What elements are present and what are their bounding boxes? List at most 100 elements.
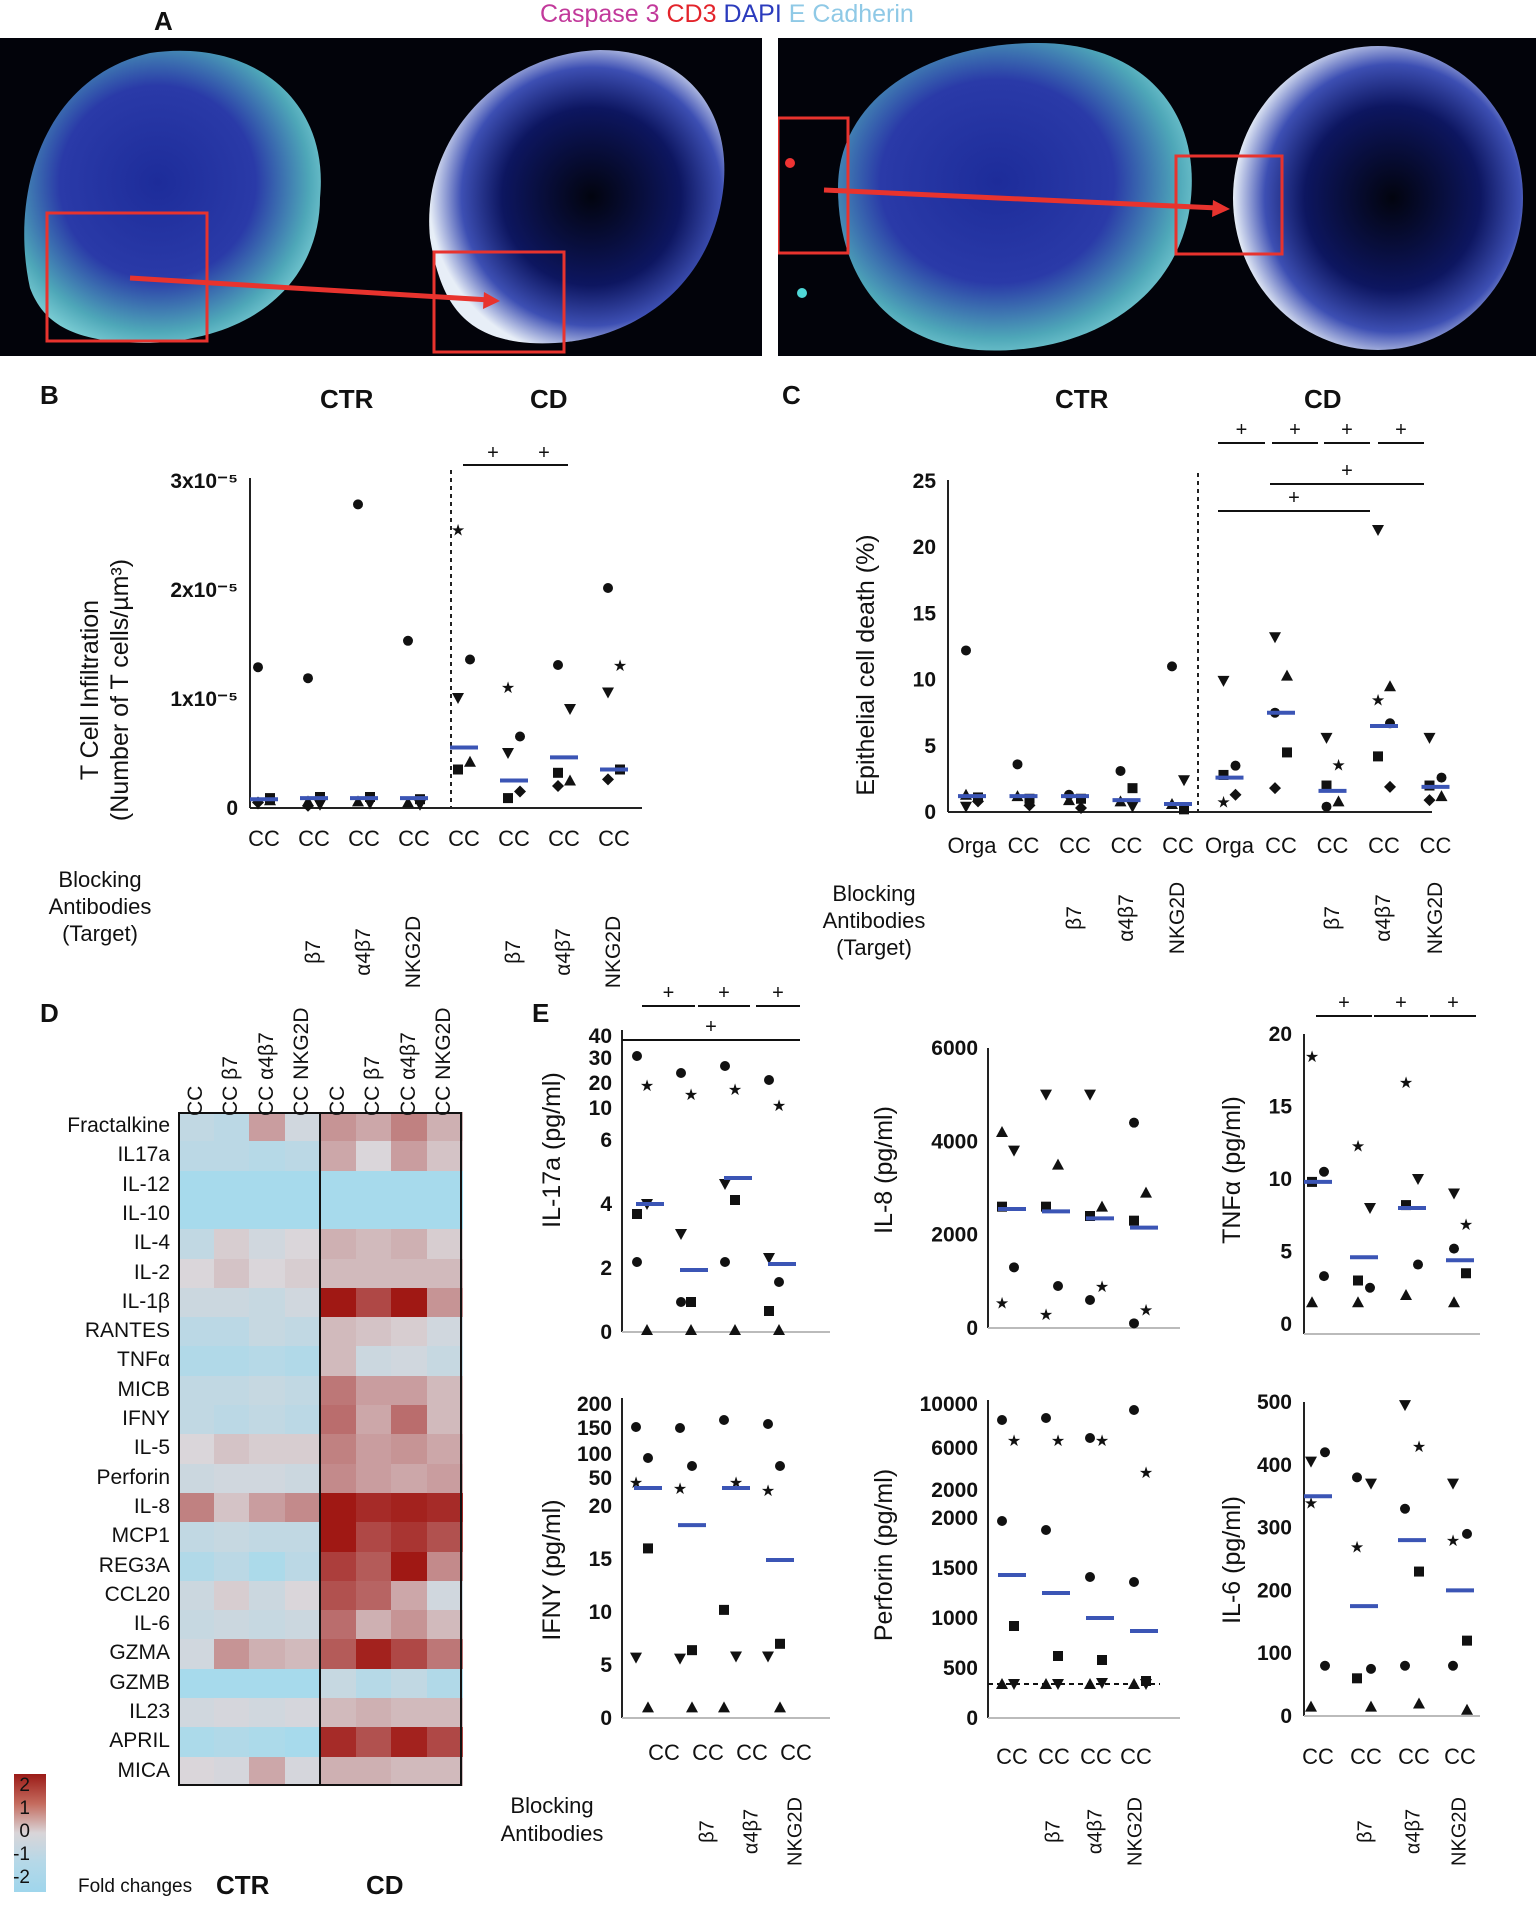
ifny-point — [631, 1422, 641, 1432]
heatmap-cell — [249, 1522, 285, 1552]
ifny-point: ★ — [761, 1483, 775, 1500]
il17a-point — [719, 1179, 731, 1190]
heatmap-row-label: GZMA — [109, 1641, 170, 1665]
heatmap-cell — [178, 1170, 214, 1201]
heatmap-cell — [213, 1112, 250, 1142]
panel-b-point — [352, 795, 364, 807]
heatmap-cell — [391, 1522, 427, 1552]
il8-point: ★ — [1039, 1307, 1053, 1324]
heatmap-cell — [178, 1287, 214, 1318]
panel-c-xtick: CC — [1059, 833, 1091, 858]
panel-b-point — [302, 799, 314, 812]
panel-e-xtick: CC — [780, 1740, 812, 1765]
panel-e-xtick: CC — [736, 1740, 768, 1765]
heatmap-cell — [213, 1170, 250, 1201]
heatmap-cell — [355, 1141, 392, 1172]
il17a-point — [720, 1257, 730, 1267]
panel-b-target: α4β7 — [552, 928, 575, 976]
ifny-point — [643, 1543, 653, 1554]
heatmap-cell — [178, 1756, 214, 1787]
heatmap-cell — [426, 1610, 463, 1640]
panel-e-ylabel: TNFα (pg/ml) — [1218, 1096, 1246, 1244]
panel-b-ylabel-2: (Number of T cells/µm³) — [106, 559, 134, 821]
il8-point — [997, 1201, 1007, 1212]
ifny-point — [675, 1423, 685, 1433]
il17a-point — [729, 1324, 741, 1335]
heatmap-cell — [426, 1756, 463, 1787]
heatmap-cell — [249, 1610, 285, 1640]
il6-point — [1305, 1456, 1317, 1468]
heatmap-cell — [426, 1141, 463, 1172]
heatmap-cell — [355, 1463, 392, 1494]
panel-e-xtick: CC — [1080, 1744, 1112, 1769]
heatmap-cell — [355, 1492, 392, 1523]
heatmap-cell — [426, 1639, 463, 1670]
heatmap-cell — [426, 1375, 463, 1406]
il17a-point — [730, 1195, 740, 1205]
panel-c-ctr-label: CTR — [1055, 384, 1109, 414]
heatmap-cell — [249, 1727, 285, 1758]
panel-e-xtick: CC — [1444, 1744, 1476, 1769]
panel-e-ytick: 5 — [1280, 1241, 1292, 1264]
panel-e-ytick: 200 — [577, 1393, 612, 1416]
panel-c-point — [1320, 732, 1333, 744]
panel-b-target: NKG2D — [602, 915, 625, 989]
heatmap-row-label: MCP1 — [111, 1524, 170, 1548]
panel-b-sig: + — [538, 442, 550, 464]
tnfa-point — [1306, 1296, 1318, 1308]
heatmap-cell — [355, 1375, 392, 1406]
panel-c-letter: C — [782, 380, 801, 410]
heatmap-cell — [426, 1346, 463, 1377]
panel-b-point — [414, 799, 426, 811]
heatmap-cell — [249, 1405, 285, 1435]
tnfa-point — [1365, 1282, 1375, 1293]
panel-b-point — [602, 687, 614, 699]
heatmap-cell — [391, 1434, 427, 1465]
panel-e-ytick: 15 — [1269, 1096, 1293, 1119]
heatmap-cell — [426, 1287, 463, 1318]
tnfa-point: ★ — [1459, 1217, 1473, 1234]
panel-c-ytick: 15 — [913, 602, 937, 625]
panel-e-ytick: 40 — [589, 1025, 612, 1048]
panel-c-point — [1372, 524, 1384, 536]
heatmap-cell — [213, 1756, 250, 1787]
heatmap-cell — [391, 1258, 427, 1289]
panel-c-ytick: 10 — [913, 669, 936, 692]
panel-c-target: β7 — [1063, 906, 1086, 930]
heatmap-cell — [249, 1463, 285, 1494]
heatmap-cell — [391, 1141, 427, 1172]
ifny-point — [643, 1453, 653, 1463]
panel-b-xtick: CC — [348, 826, 380, 851]
heatmap-cell — [249, 1492, 285, 1523]
heatmap-col-label: CC — [183, 1085, 207, 1116]
panel-e-ytick: 6000 — [931, 1437, 978, 1460]
panel-b-ytick: 1x10⁻⁵ — [170, 688, 238, 711]
heatmap-legend-title: Fold changes — [78, 1876, 193, 1897]
tnfa-point — [1353, 1275, 1363, 1286]
il6-point — [1462, 1528, 1472, 1539]
tnfa-point — [1352, 1296, 1364, 1308]
panel-e-ytick: 10 — [589, 1601, 612, 1624]
heatmap-cell — [178, 1698, 214, 1728]
panel-b-xtick: CC — [248, 826, 280, 851]
panel-e-ytick: 50 — [589, 1467, 612, 1490]
perforin-point — [1040, 1678, 1052, 1689]
tnfa-sig: + — [1447, 992, 1459, 1014]
panel-b-point — [302, 795, 314, 807]
heatmap-cell — [249, 1668, 285, 1699]
heatmap-row-label: GZMB — [109, 1670, 170, 1694]
panel-e-ytick: 1500 — [931, 1557, 978, 1580]
heatmap-cell — [284, 1492, 321, 1523]
panel-c-point — [1114, 795, 1127, 807]
heatmap-cell — [284, 1727, 321, 1758]
heatmap-cell — [391, 1375, 427, 1406]
heatmap-cell — [213, 1668, 250, 1699]
heatmap-cell — [284, 1170, 321, 1201]
ifny-point — [719, 1415, 729, 1425]
heatmap-cell — [284, 1434, 321, 1465]
panel-c-ytick: 5 — [924, 735, 936, 758]
panel-c-ytick: 20 — [913, 536, 936, 559]
heatmap-cell — [355, 1258, 392, 1289]
heatmap-cell — [320, 1551, 356, 1582]
panel-b-point — [365, 792, 375, 802]
